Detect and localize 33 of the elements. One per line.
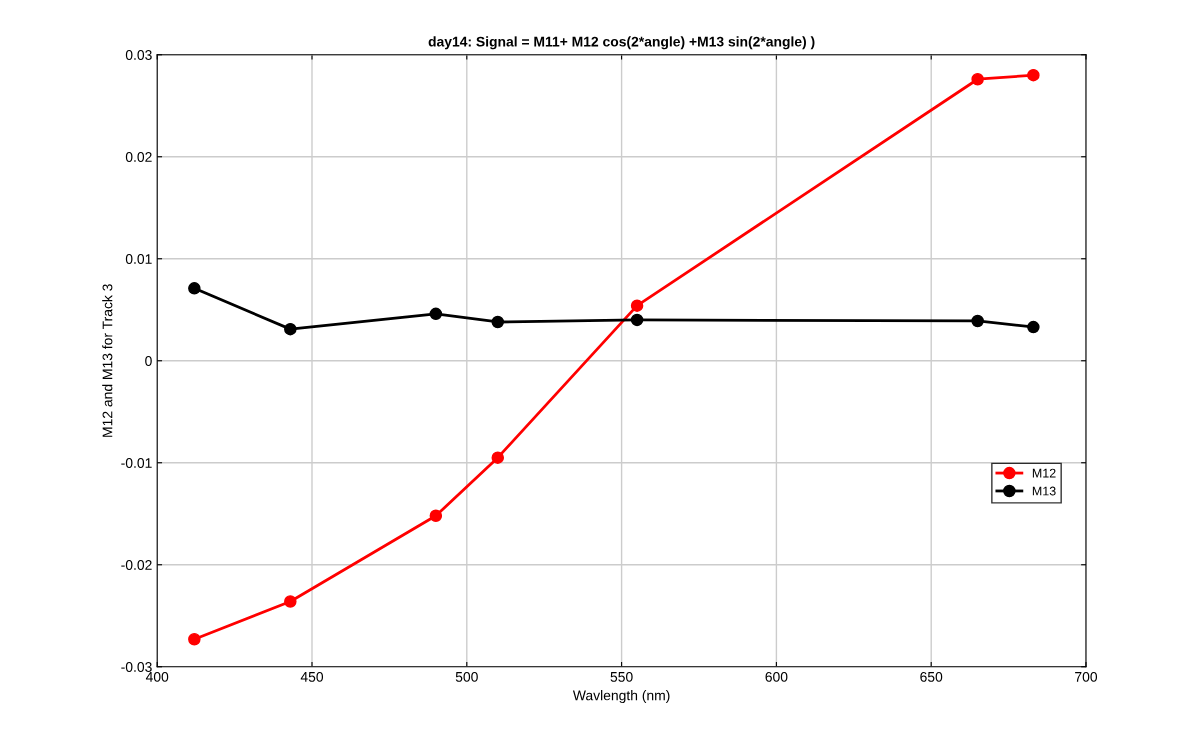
point [630, 299, 644, 312]
x-tick-label: 550 [610, 671, 633, 682]
y-tick-label: 0.02 [125, 152, 152, 162]
y-tick-label: 0.01 [125, 254, 152, 264]
y-tick-label: -0.02 [121, 560, 152, 570]
point [188, 282, 201, 295]
point [491, 451, 505, 464]
x-tick-label: 700 [1075, 671, 1098, 682]
x-tick-label: 400 [145, 671, 169, 682]
point [1027, 320, 1040, 334]
point [971, 314, 984, 328]
legend-label: M12 [1032, 468, 1056, 478]
y-tick-label: 0.03 [125, 50, 152, 60]
x-tick-label: 500 [455, 671, 478, 682]
point [284, 322, 297, 336]
x-axis-title: Wavlength (nm) [572, 690, 670, 704]
point [284, 595, 297, 608]
legend-label: M13 [1032, 486, 1056, 496]
point [1027, 68, 1040, 82]
point [429, 509, 443, 523]
x-tick-label: 650 [920, 671, 943, 682]
point [491, 315, 505, 329]
x-tick-label: 450 [300, 671, 324, 682]
y-tick-label: 0 [145, 356, 152, 366]
x-tick-label: 600 [765, 671, 788, 682]
y-axis-title: M12 and M13 for Track 3 [102, 284, 113, 437]
chart-title: day14: Signal = M11+ M12 cos(2*angle) +M13 sin(2*angle) ) [428, 36, 815, 50]
y-tick-label: -0.01 [121, 458, 152, 468]
point [630, 313, 644, 327]
point [971, 72, 984, 86]
point [188, 632, 201, 646]
point [429, 307, 443, 321]
y-tick-label: -0.03 [121, 662, 152, 672]
